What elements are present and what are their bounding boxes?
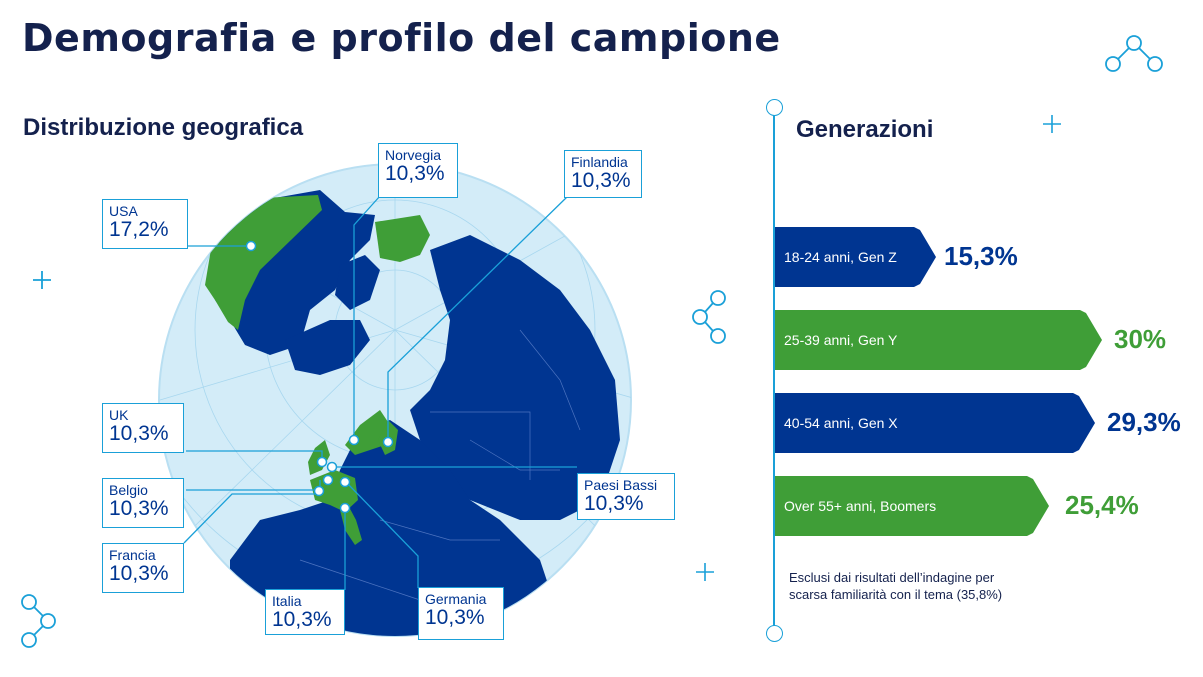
country-name: Finlandia — [571, 154, 628, 170]
country-label-usa: USA 17,2% — [102, 199, 188, 249]
generation-bar-gen-y: 25-39 anni, Gen Y — [775, 310, 1102, 370]
generations-section-title: Generazioni — [796, 116, 934, 143]
network-nodes-icon — [1105, 35, 1163, 72]
country-pct: 10,3% — [425, 606, 485, 629]
country-name: Norvegia — [385, 147, 442, 163]
geo-section-title: Distribuzione geografica — [23, 114, 304, 141]
country-label-germania: Germania 10,3% — [418, 587, 504, 640]
country-label-belgio: Belgio 10,3% — [102, 478, 184, 528]
generation-pct: 30% — [1114, 324, 1167, 354]
country-pct: 10,3% — [109, 497, 169, 520]
country-label-finlandia: Finlandia 10,3% — [564, 150, 642, 198]
country-label-francia: Francia 10,3% — [102, 543, 184, 593]
plus-icon — [1043, 115, 1061, 133]
country-pct: 10,3% — [571, 169, 631, 192]
country-name: Francia — [109, 547, 156, 563]
generation-label: 25-39 anni, Gen Y — [784, 332, 898, 348]
generation-bar-gen-x: 40-54 anni, Gen X — [775, 393, 1095, 453]
country-pct: 10,3% — [584, 492, 644, 515]
country-pct: 10,3% — [272, 608, 332, 631]
country-name: Italia — [272, 593, 302, 609]
generation-label: Over 55+ anni, Boomers — [784, 498, 937, 514]
country-label-uk: UK 10,3% — [102, 403, 184, 453]
plus-icon — [696, 563, 714, 581]
country-name: USA — [109, 203, 138, 219]
generation-label: 40-54 anni, Gen X — [784, 415, 898, 431]
network-nodes-icon — [692, 290, 726, 344]
country-label-italia: Italia 10,3% — [265, 589, 345, 635]
country-name: Belgio — [109, 482, 148, 498]
generation-label: 18-24 anni, Gen Z — [784, 249, 897, 265]
country-name: Paesi Bassi — [584, 477, 658, 493]
generation-bar-gen-z: 18-24 anni, Gen Z — [775, 227, 936, 287]
generation-pct: 25,4% — [1065, 490, 1139, 520]
timeline-dot-top — [766, 99, 783, 116]
page-title: Demografia e profilo del campione — [22, 16, 781, 60]
country-pct: 17,2% — [109, 218, 169, 241]
timeline-line — [773, 114, 775, 626]
country-label-norvegia: Norvegia 10,3% — [378, 143, 458, 198]
country-pct: 10,3% — [109, 422, 169, 445]
generation-pct: 29,3% — [1107, 407, 1181, 437]
country-pct: 10,3% — [385, 162, 445, 185]
country-name: UK — [109, 407, 129, 423]
country-pct: 10,3% — [109, 562, 169, 585]
country-label-paesi-bassi: Paesi Bassi 10,3% — [577, 473, 675, 520]
country-name: Germania — [425, 591, 487, 607]
generation-bar-boomers: Over 55+ anni, Boomers — [775, 476, 1049, 536]
excluded-footnote: Esclusi dai risultati dell’indagine per … — [789, 570, 1003, 602]
network-nodes-icon — [21, 594, 56, 648]
plus-icon — [33, 271, 51, 289]
timeline-dot-bottom — [766, 625, 783, 642]
generation-pct: 15,3% — [944, 241, 1018, 271]
